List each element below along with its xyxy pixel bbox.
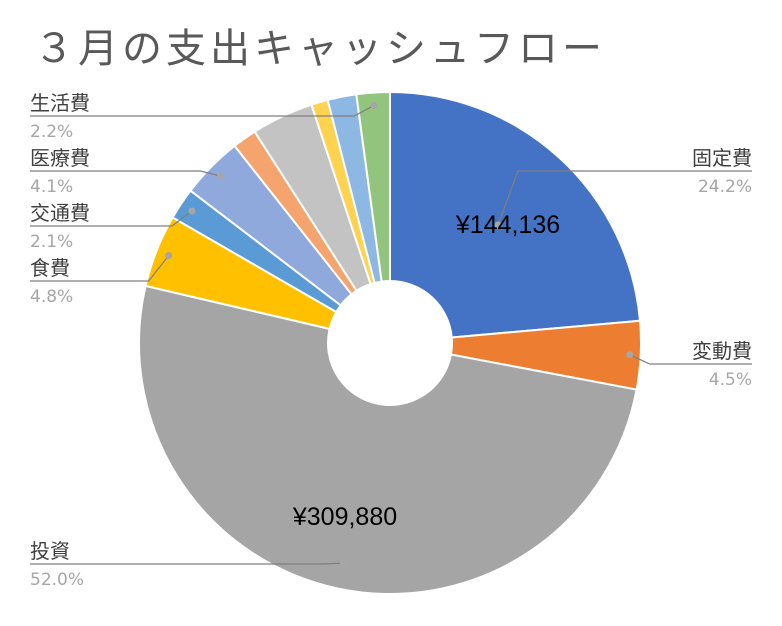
- category-label-食費: 食費: [30, 256, 70, 280]
- percent-label-固定費: 24.2%: [698, 177, 752, 197]
- percent-label-交通費: 2.1%: [30, 232, 73, 252]
- percent-label-投資: 52.0%: [30, 570, 84, 590]
- leader-line-変動費: [629, 354, 752, 365]
- leader-dot-投資: [339, 559, 347, 567]
- category-label-投資: 投資: [30, 539, 70, 563]
- category-label-変動費: 変動費: [692, 339, 752, 363]
- leader-line-生活費: [30, 105, 375, 117]
- labels-group: 固定費 24.2% 変動費 4.5% 投資 52.0% 食費 4.8% 交通費 2.1% 医療費 4.…: [30, 91, 752, 590]
- leader-line-投資: [30, 562, 344, 565]
- percent-label-変動費: 4.5%: [709, 370, 752, 390]
- leader-dot-固定費: [494, 221, 502, 229]
- slice-固定費: [389, 90, 642, 339]
- leader-line-固定費: [497, 170, 752, 226]
- leader-dot-生活費: [370, 102, 378, 110]
- percent-label-食費: 4.8%: [30, 287, 73, 307]
- category-label-交通費: 交通費: [30, 201, 90, 225]
- leader-dot-医療費: [216, 172, 224, 180]
- leader-line-交通費: [30, 210, 193, 227]
- leader-line-食費: [30, 255, 170, 282]
- category-label-固定費: 固定費: [692, 146, 752, 170]
- leader-dot-変動費: [626, 351, 634, 359]
- slice-生活費: [355, 90, 391, 283]
- value-label-投資: ¥309,880: [292, 503, 397, 531]
- percent-label-医療費: 4.1%: [30, 177, 73, 197]
- slice-投資: [138, 284, 638, 595]
- leader-line-医療費: [30, 170, 221, 177]
- chart-title: ３月の支出キャッシュフロー: [34, 26, 606, 72]
- leader-dot-食費: [165, 251, 173, 259]
- leader-dot-交通費: [188, 207, 196, 215]
- category-label-生活費: 生活費: [30, 91, 90, 115]
- percent-label-生活費: 2.2%: [30, 122, 73, 142]
- slices-group: [138, 90, 642, 595]
- category-label-医療費: 医療費: [30, 146, 90, 170]
- leader-lines-group: [30, 102, 752, 567]
- value-label-固定費: ¥144,136: [455, 211, 560, 239]
